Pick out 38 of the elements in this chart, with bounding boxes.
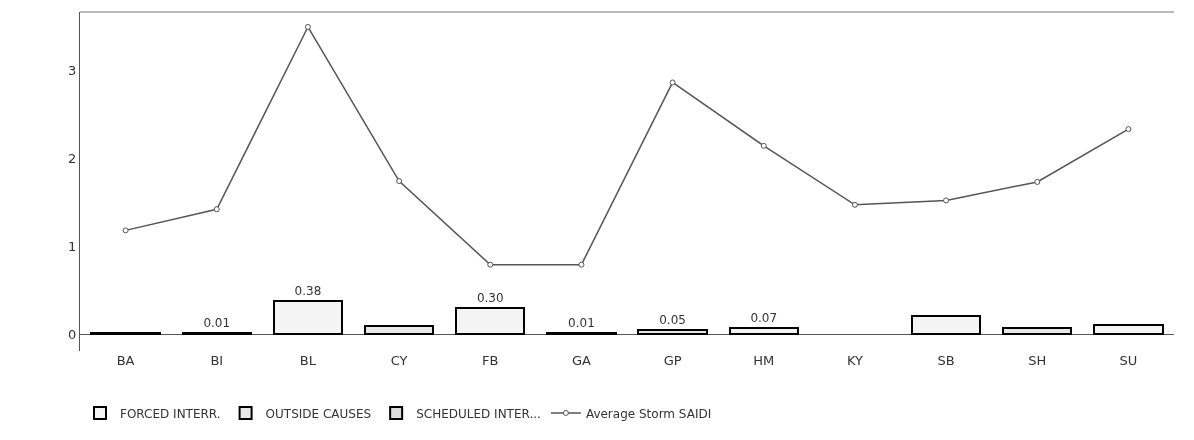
point — [943, 197, 950, 204]
x-tick-label: CY — [390, 353, 408, 368]
x-tick-label: GA — [571, 353, 592, 368]
point — [578, 261, 585, 268]
x-tick-label: FB — [482, 353, 499, 368]
point — [1034, 178, 1041, 185]
legend-label: FORCED INTERR. — [120, 406, 221, 421]
data-label: 0.38 — [294, 283, 322, 298]
x-tick-label: SB — [937, 353, 955, 368]
x-tick-label: SU — [1119, 353, 1138, 368]
point — [1125, 126, 1132, 133]
data-label: 0.07 — [750, 311, 778, 326]
x-tick-label: GP — [663, 353, 682, 368]
point — [396, 178, 403, 185]
x-tick-label: SH — [1028, 353, 1047, 368]
data-label: 0.01 — [203, 316, 231, 331]
y-tick-label: 3 — [68, 62, 77, 78]
legend-label: Average Storm SAIDI — [585, 406, 712, 421]
y-tick-label: 2 — [68, 150, 77, 166]
point — [213, 206, 220, 213]
data-label: 0.30 — [476, 290, 504, 305]
x-tick-label: BL — [299, 353, 317, 368]
point — [122, 227, 129, 234]
legend-label: SCHEDULED INTER... — [416, 406, 541, 421]
point — [669, 79, 676, 86]
point — [760, 142, 767, 149]
point — [487, 261, 494, 268]
x-tick-label: BA — [116, 353, 135, 368]
y-tick-label: 1 — [68, 238, 77, 254]
x-tick-label: BI — [210, 353, 224, 368]
legend-label: OUTSIDE CAUSES — [265, 406, 372, 421]
x-tick-label: HM — [753, 353, 775, 368]
point — [851, 201, 858, 208]
data-label: 0.01 — [568, 316, 595, 331]
data-label: 0.05 — [659, 312, 686, 327]
y-tick-label: 0 — [68, 326, 77, 342]
x-tick-label: KY — [846, 353, 863, 368]
point — [304, 23, 311, 30]
